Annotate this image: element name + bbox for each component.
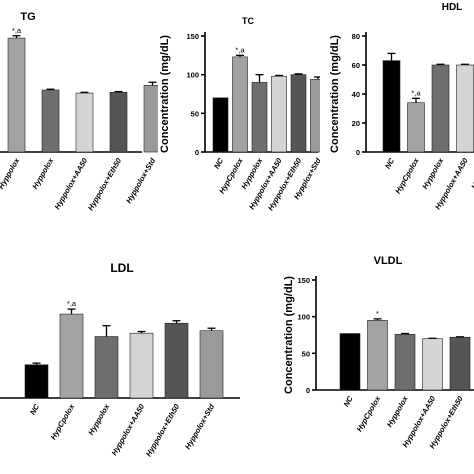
chart-title: TC <box>242 16 254 26</box>
y-tick-label: 80 <box>352 32 360 41</box>
bar-hdl-1 <box>407 102 425 153</box>
x-category-label: Hyppolox <box>0 156 22 191</box>
chart-title: HDL <box>442 2 463 13</box>
y-tick-label: 0 <box>306 386 310 395</box>
significance-label: *,a <box>12 26 22 35</box>
y-tick-label: 150 <box>186 32 199 41</box>
bar-tg-3 <box>109 92 128 153</box>
y-tick-label: 50 <box>191 109 199 118</box>
x-category-label: Hyppolox <box>385 394 410 429</box>
chart-title: TG <box>20 11 35 23</box>
y-axis-label: Concentration (mg/dL) <box>283 276 295 394</box>
y-tick-label: 150 <box>297 276 310 285</box>
bar-tg-2 <box>75 92 94 153</box>
x-category-label: NC <box>212 156 226 170</box>
bar-hdl-3 <box>456 64 474 153</box>
y-tick-label: 20 <box>352 119 360 128</box>
bar-tc-5 <box>310 79 320 153</box>
y-tick-label: 50 <box>302 349 310 358</box>
x-category-label: Hyppolox <box>86 402 111 437</box>
x-category-label: NC <box>383 156 397 170</box>
x-category-label: HypCpolox <box>355 394 383 433</box>
x-category-label: Hyppolox+Std <box>124 156 157 205</box>
x-category-label: Hyppolox+Eth50 <box>144 402 182 458</box>
bar-hdl-2 <box>431 64 450 153</box>
x-category-label: HypCpolox <box>49 402 77 441</box>
bar-tg-1 <box>41 89 60 153</box>
bar-vldl-3 <box>422 338 443 391</box>
significance-label: * <box>376 309 379 318</box>
bar-ldl-3 <box>129 332 154 399</box>
x-category-label: Hyppolox <box>469 156 474 191</box>
bar-tg-4 <box>143 85 158 153</box>
x-category-label: NC <box>342 394 356 408</box>
bar-vldl-2 <box>394 333 416 391</box>
x-category-label: Hyppolox+AA50 <box>53 156 90 211</box>
bar-vldl-4 <box>449 336 471 391</box>
x-category-label: Hyppolox+Eth50 <box>86 156 124 212</box>
bar-vldl-1 <box>367 320 388 391</box>
y-tick-label: 0 <box>195 148 199 157</box>
y-tick-label: 60 <box>352 61 360 70</box>
x-category-label: NC <box>28 402 42 416</box>
significance-label: *,a <box>411 88 421 97</box>
bar-tg-0 <box>7 37 26 153</box>
y-axis-label: Concentration (mg/dL) <box>159 35 171 153</box>
bar-ldl-1 <box>59 313 84 399</box>
bar-vldl-0 <box>339 333 361 391</box>
bar-tc-0 <box>212 97 229 153</box>
bar-ldl-4 <box>164 322 189 399</box>
x-category-label: Hyppolox+AA50 <box>110 402 147 457</box>
significance-label: *,a <box>235 45 245 54</box>
y-tick-label: 40 <box>352 90 360 99</box>
x-category-label: Hyppolox <box>30 156 55 191</box>
chart-title: VLDL <box>374 255 403 267</box>
y-axis-label: Concentration (mg/dL) <box>329 35 341 153</box>
bar-tc-3 <box>271 75 287 153</box>
x-category-label: Hyppolox <box>420 156 445 191</box>
bar-hdl-0 <box>382 60 401 153</box>
bar-ldl-0 <box>24 364 49 399</box>
significance-label: *,a <box>67 299 77 308</box>
chart-hdl: HDL Concentration (mg/dL) 0 20 40 60 80 NC *,a Hy… <box>329 2 474 211</box>
chart-title: LDL <box>110 261 133 275</box>
y-tick-label: 0 <box>356 148 360 157</box>
y-tick-label: 100 <box>297 313 310 322</box>
bar-tc-2 <box>251 82 268 153</box>
x-category-label: Hyppolox+Std <box>183 402 216 451</box>
bar-ldl-5 <box>199 330 224 399</box>
bar-tc-1 <box>232 56 248 153</box>
y-tick-label: 100 <box>186 71 199 80</box>
bar-tc-4 <box>290 74 307 153</box>
bar-ldl-2 <box>94 336 119 399</box>
x-category-label: HypCpolox <box>393 156 421 195</box>
chart-vldl: VLDL Concentration (mg/dL) 0 50 100 150 NC * Hyp… <box>283 255 474 450</box>
